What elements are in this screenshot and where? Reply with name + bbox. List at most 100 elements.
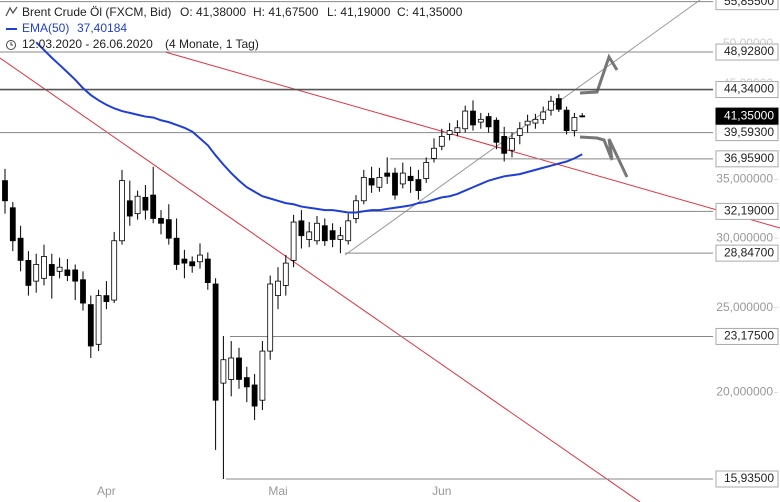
candle-body [563,109,570,132]
candle-body [259,350,266,401]
price-box [715,0,779,11]
price-label: 39,59300 [724,125,774,139]
candle-body [431,147,437,159]
candle-body [197,254,203,263]
candle-body [251,384,258,407]
candle-body [470,110,476,126]
candle-body [290,221,297,261]
candle-body [158,218,164,224]
price-box [715,244,779,262]
candle-body [87,304,94,347]
candle-body [228,357,235,380]
candle-body [150,194,157,219]
candle-body [407,175,414,182]
candle-body [485,116,492,128]
candle-body [181,258,188,264]
candle-body [337,235,344,240]
arrow-down [579,135,629,178]
candle-body [165,219,172,239]
candle-body [189,261,196,267]
candle-body [446,130,453,135]
clock-icon [6,40,16,50]
candle-body [540,111,547,120]
candle-body [477,118,484,123]
arrow-up [579,53,619,95]
header: Brent Crude Öl (FXCM, Bid) O: 41,38000 H… [5,5,463,51]
trend-line [0,57,641,502]
candle-body [236,357,242,380]
price-label: 36,95900 [724,151,774,165]
levels [0,1,713,480]
candle-body [353,200,359,219]
candle-body [80,279,86,304]
candle-body [532,118,539,124]
y-axis: 20,00000025,00000030,00000035,00000045,0… [716,36,778,399]
ohlc-label: C: 41,35000 [397,5,463,19]
candle-body [204,258,211,283]
candle-body [9,207,16,242]
ohlc-label: L: 41,19000 [327,5,391,19]
candle-body [384,172,391,177]
candle-body [345,220,352,242]
candle-body [41,255,47,279]
price-box [715,327,779,345]
candle-body [524,120,531,126]
candle-body [392,172,398,196]
ohlc-label: H: 41,67500 [253,5,319,19]
candle-body [33,264,40,282]
candle-body [376,176,383,188]
price-label: 28,84700 [724,245,774,259]
candle-body [423,162,430,179]
price-box [715,81,779,99]
candle-body [64,269,71,276]
candle-body [329,230,336,240]
legend-value: 37,40184 [77,21,127,35]
y-tick-label: 20,000000 [716,385,773,399]
candle-body [243,377,250,388]
legend-label: EMA(50) [22,21,69,35]
price-box [715,43,779,61]
price-label: 41,35000 [724,108,774,122]
candle-body [95,295,102,345]
x-tick-label: Jun [432,484,451,498]
candle-body [454,127,461,133]
candle-body [126,200,133,217]
candle-body [56,266,63,272]
candles [2,41,586,479]
candle-body [501,136,508,154]
candle-body [72,269,79,282]
date-span: (4 Monate, 1 Tag) [165,37,259,51]
candle-body [17,237,24,261]
date-range: 12.03.2020 - 26.06.2020 [22,37,153,51]
candle-body [282,262,289,286]
candle-body [212,283,219,401]
candle-body [298,220,305,237]
trend-line [164,51,780,229]
price-label: 32,19000 [724,204,774,218]
price-box [715,124,779,142]
y-tick-label: 35,000000 [716,172,773,186]
candle-body [111,240,118,301]
price-box [715,150,779,168]
candle-body [220,359,227,384]
price-box [715,202,779,220]
candle-body [555,98,562,110]
x-tick-label: Mai [268,484,287,498]
title: Brent Crude Öl (FXCM, Bid) [22,5,171,19]
price-label: 55,85500 [724,0,774,8]
candle-body [493,119,500,143]
candle-body [399,172,406,185]
candle-body [103,295,110,302]
ema-line [35,41,583,214]
candle-body [134,195,141,215]
price-label: 15,93500 [724,471,774,485]
candle-body [48,264,55,276]
candle-body [25,260,32,286]
chart-icon [5,6,18,17]
candle-body [579,115,586,118]
candle-body [2,180,8,202]
price-box [715,107,779,125]
candle-body [462,110,469,130]
